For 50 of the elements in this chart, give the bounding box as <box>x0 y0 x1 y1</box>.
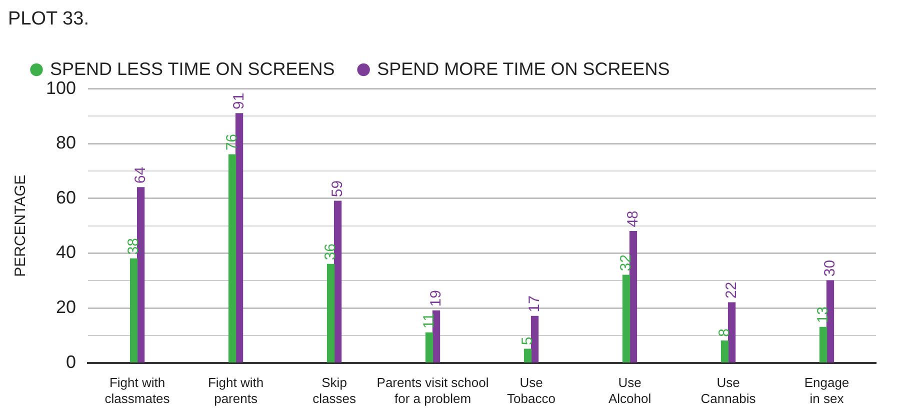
data-label: 17 <box>526 296 543 312</box>
data-label: 38 <box>124 238 142 255</box>
data-label: 22 <box>722 282 740 299</box>
y-tick-label: 60 <box>56 187 76 208</box>
bar <box>326 264 335 362</box>
bar <box>432 310 440 362</box>
bar <box>629 230 638 362</box>
data-label: 76 <box>223 134 240 151</box>
x-tick-label: Use Alcohol <box>608 375 652 406</box>
data-label: 30 <box>821 260 838 277</box>
y-axis-title: PERCENTAGE <box>12 174 30 277</box>
bar <box>622 274 630 362</box>
bar <box>235 113 244 362</box>
x-tick-label: Fight with parents <box>208 375 264 406</box>
bar <box>136 187 145 362</box>
data-label: 19 <box>427 290 444 307</box>
data-label: 11 <box>420 313 438 329</box>
data-label: 91 <box>230 92 248 110</box>
bar <box>425 332 434 362</box>
data-label: 32 <box>617 254 634 272</box>
x-tick-label: Engage in sex <box>804 375 850 406</box>
data-label: 64 <box>132 166 149 184</box>
data-label: 8 <box>716 328 733 337</box>
bar <box>130 258 138 362</box>
bar <box>530 316 539 362</box>
x-tick-label: Skip classes <box>312 375 356 406</box>
bar <box>819 326 828 362</box>
y-tick-label: 40 <box>56 242 76 262</box>
bar <box>826 280 834 362</box>
data-label: 48 <box>624 210 642 228</box>
bar <box>524 348 532 362</box>
bar <box>334 200 342 362</box>
bar <box>720 340 729 362</box>
data-label: 5 <box>518 336 536 346</box>
data-label: 59 <box>328 180 346 198</box>
legend-label: SPEND MORE TIME ON SCREENS <box>377 58 670 79</box>
x-tick-label: Use Cannabis <box>700 375 756 406</box>
data-label: 13 <box>814 306 832 324</box>
chart-title: PLOT 33. <box>8 8 89 30</box>
y-tick-label: 20 <box>56 296 76 317</box>
bar <box>228 154 236 362</box>
legend-label: SPEND LESS TIME ON SCREENS <box>50 58 335 79</box>
x-tick-label: Parents visit school for a problem <box>376 375 489 406</box>
bar <box>728 302 736 362</box>
data-label: 36 <box>322 243 339 260</box>
y-tick-label: 80 <box>56 132 76 153</box>
y-tick-label: 0 <box>66 352 76 372</box>
y-tick-label: 100 <box>46 78 76 98</box>
x-tick-label: Use Tobacco <box>507 375 556 406</box>
x-tick-label: Fight with classmates <box>104 375 170 406</box>
